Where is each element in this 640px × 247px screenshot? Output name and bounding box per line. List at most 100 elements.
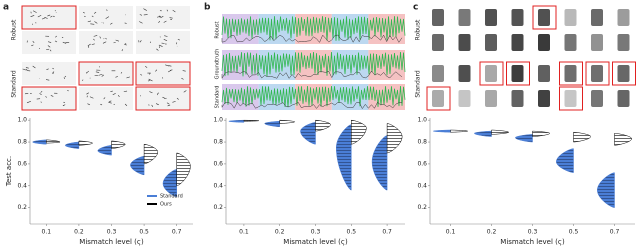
- violin-half: [111, 140, 126, 149]
- signal: [221, 70, 403, 80]
- violin-half: [336, 124, 352, 191]
- row-label: Robust: [215, 21, 221, 38]
- highlight-box: [21, 5, 77, 30]
- thumbnail: [136, 87, 190, 110]
- thumbnail: [22, 31, 76, 54]
- sketch: [138, 35, 180, 51]
- panel-label: b: [204, 3, 211, 13]
- violin-half: [46, 139, 61, 144]
- clothing: [564, 34, 577, 51]
- signal: [221, 34, 403, 43]
- thumbnails: [21, 5, 636, 111]
- violin-half: [279, 119, 295, 124]
- y-tick-label: 0.4: [417, 182, 427, 189]
- sketch: [87, 35, 127, 52]
- thumbnail: [79, 62, 133, 85]
- violin-half: [64, 141, 80, 149]
- x-tick-label: 0.3: [528, 229, 538, 236]
- legend-label: Standard: [160, 194, 183, 200]
- x-tick-label: 0.7: [610, 229, 620, 236]
- y-tick-label: 0.6: [213, 160, 223, 167]
- x-tick-label: 0.1: [42, 229, 52, 236]
- clothing: [511, 34, 524, 51]
- clothing: [591, 65, 603, 82]
- clothing: [485, 34, 497, 51]
- clothing: [485, 90, 497, 107]
- clothing: [511, 90, 524, 107]
- violin-half: [450, 129, 468, 133]
- sketch: [140, 64, 186, 82]
- violin-half: [176, 152, 191, 187]
- clothing: [538, 9, 550, 26]
- clothing: [564, 65, 577, 82]
- y-tick-label: 0.2: [213, 204, 223, 211]
- highlight-box: [78, 61, 134, 86]
- y-tick-label: 0.8: [213, 139, 223, 146]
- clothing: [617, 9, 630, 26]
- clothing: [591, 34, 603, 51]
- clothing: [538, 34, 550, 51]
- thumbnail: [136, 62, 190, 85]
- violin-half: [532, 130, 550, 137]
- clothing: [432, 9, 444, 26]
- violin-half: [614, 133, 632, 146]
- violin-half: [371, 135, 388, 191]
- row-label: Groundtruth: [215, 49, 221, 80]
- sketch: [22, 65, 67, 81]
- y-tick-label: 0.4: [213, 182, 223, 189]
- sketch: [139, 90, 187, 107]
- thumbnail: [136, 31, 190, 54]
- x-tick-label: 0.2: [487, 229, 497, 236]
- x-tick-label: 0.2: [275, 229, 285, 236]
- signal: [221, 16, 406, 41]
- violin-half: [243, 119, 260, 122]
- clothing: [458, 34, 471, 51]
- violin-half: [597, 172, 615, 208]
- highlight-box: [426, 86, 451, 111]
- sketch: [81, 66, 130, 81]
- x-tick-label: 0.5: [139, 229, 149, 236]
- clothing: [591, 9, 603, 26]
- violin-half: [556, 148, 574, 173]
- clothing: [538, 65, 550, 82]
- row-label: Standard: [415, 70, 422, 97]
- sketch: [24, 90, 69, 107]
- x-tick-label: 0.7: [172, 229, 182, 236]
- violin-half: [162, 169, 177, 197]
- thumbnail: [79, 6, 133, 29]
- clothing: [485, 65, 497, 82]
- thumbnail: [136, 6, 190, 29]
- clothing: [511, 9, 524, 26]
- clothing: [432, 90, 444, 107]
- signal: [221, 101, 402, 110]
- clothing: [617, 34, 630, 51]
- highlight-box: [506, 61, 530, 86]
- sketch: [82, 9, 127, 25]
- y-tick-label: 0.4: [17, 182, 27, 189]
- violin-half: [315, 119, 331, 132]
- highlight-box: [21, 86, 77, 111]
- highlight-box: [135, 86, 191, 111]
- y-axis-label: Test acc.: [5, 156, 13, 187]
- sketch: [26, 35, 70, 52]
- violin-half: [264, 121, 280, 127]
- violin-half: [300, 122, 316, 145]
- panel-label: c: [413, 3, 418, 13]
- clothing: [617, 65, 630, 82]
- highlight-box: [479, 61, 504, 86]
- thumbnail: [22, 62, 76, 85]
- x-tick-label: 0.2: [74, 229, 84, 236]
- violin-half: [573, 131, 591, 143]
- x-tick-label: 0.5: [347, 229, 357, 236]
- violin-half: [228, 119, 245, 123]
- highlight-box: [532, 5, 557, 30]
- clothing: [432, 65, 444, 82]
- violin-half: [351, 119, 367, 145]
- clothing: [485, 9, 497, 26]
- x-tick-label: 0.5: [569, 229, 579, 236]
- violin-half: [143, 143, 159, 165]
- violin-half: [491, 129, 509, 135]
- y-tick-label: 1.0: [417, 117, 427, 124]
- violin-half: [433, 129, 451, 133]
